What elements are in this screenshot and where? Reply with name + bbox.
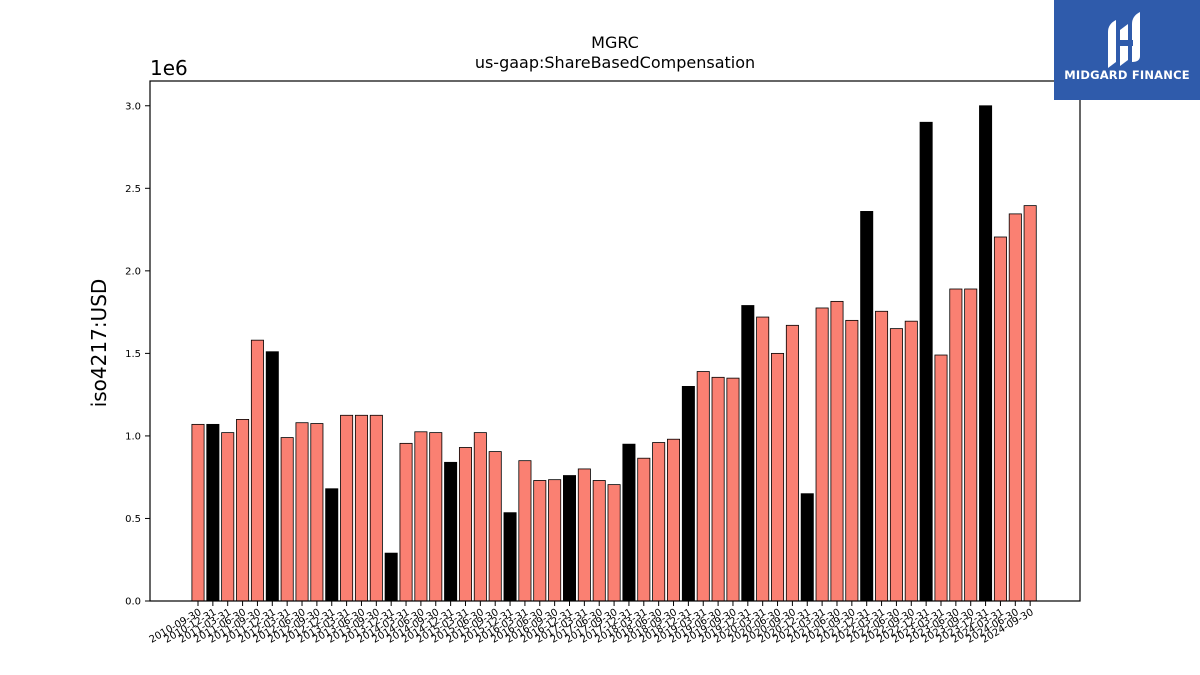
- bar: [667, 438, 681, 602]
- bar: [577, 468, 591, 602]
- bar: [206, 423, 220, 602]
- bar: [993, 236, 1007, 602]
- bar: [429, 432, 443, 602]
- bar: [488, 451, 502, 602]
- bar: [696, 371, 710, 602]
- plot-frame: [149, 80, 1081, 602]
- bar: [919, 121, 933, 602]
- y-tick-label: 1.0: [125, 431, 141, 442]
- bar: [310, 423, 324, 602]
- bar: [265, 351, 279, 602]
- y-tick-label: 2.0: [125, 266, 141, 277]
- bar: [548, 479, 562, 602]
- bar: [221, 432, 235, 602]
- bar: [354, 414, 368, 602]
- y-axis: 0.0 0.5 1.0 1.5 2.0 2.5 3.0: [125, 101, 150, 608]
- bar: [830, 300, 844, 602]
- y-tick-label: 2.5: [125, 184, 141, 195]
- bar: [340, 414, 354, 602]
- bar-group: [191, 105, 1037, 602]
- bar: [250, 339, 264, 602]
- bar: [726, 377, 740, 602]
- bar: [295, 422, 309, 602]
- bar: [711, 376, 725, 602]
- bar: [384, 552, 398, 602]
- bar: [964, 288, 978, 602]
- bar: [949, 288, 963, 602]
- bar: [503, 512, 517, 602]
- x-axis: 2010-09-302010-12-312011-03-312011-06-30…: [148, 601, 1036, 646]
- bar: [875, 310, 889, 602]
- bar: [815, 307, 829, 602]
- bar: [414, 431, 428, 602]
- bar: [191, 423, 205, 602]
- bar: [756, 316, 770, 602]
- chart-subtitle: us-gaap:ShareBasedCompensation: [475, 53, 755, 72]
- bar: [904, 320, 918, 602]
- bar: [637, 457, 651, 602]
- chart-title: MGRC: [591, 33, 639, 52]
- bar: [652, 442, 666, 602]
- bar: [681, 385, 695, 602]
- y-tick-label: 0.5: [125, 514, 141, 525]
- bar: [325, 488, 339, 602]
- y-tick-label: 3.0: [125, 101, 141, 112]
- bar: [771, 352, 785, 602]
- bar: [473, 432, 487, 602]
- bar: [280, 437, 294, 602]
- bar: [800, 493, 814, 602]
- bar: [592, 480, 606, 602]
- bar: [979, 105, 993, 602]
- bar: [444, 461, 458, 602]
- bar: [845, 319, 859, 602]
- bar: [458, 447, 472, 602]
- midgard-finance-logo: MIDGARD FINANCE: [1054, 0, 1200, 100]
- logo-text: MIDGARD FINANCE: [1064, 68, 1190, 82]
- bar: [889, 328, 903, 602]
- bar: [607, 484, 621, 602]
- bar: [369, 414, 383, 602]
- bar: [236, 419, 250, 602]
- y-tick-label: 0.0: [125, 597, 141, 608]
- bar: [622, 443, 636, 602]
- midgard-logo-icon: [1108, 12, 1140, 68]
- bar: [399, 442, 413, 602]
- bar: [860, 211, 874, 602]
- y-tick-label: 1.5: [125, 349, 141, 360]
- bar: [533, 480, 547, 602]
- y-axis-label: iso4217:USD: [87, 279, 111, 408]
- bar: [518, 460, 532, 602]
- bar: [1023, 205, 1037, 602]
- bar: [934, 354, 948, 602]
- y-scale-label: 1e6: [150, 56, 188, 80]
- bar: [563, 475, 577, 602]
- bar: [1008, 213, 1022, 602]
- bar: [785, 324, 799, 602]
- bar: [741, 305, 755, 602]
